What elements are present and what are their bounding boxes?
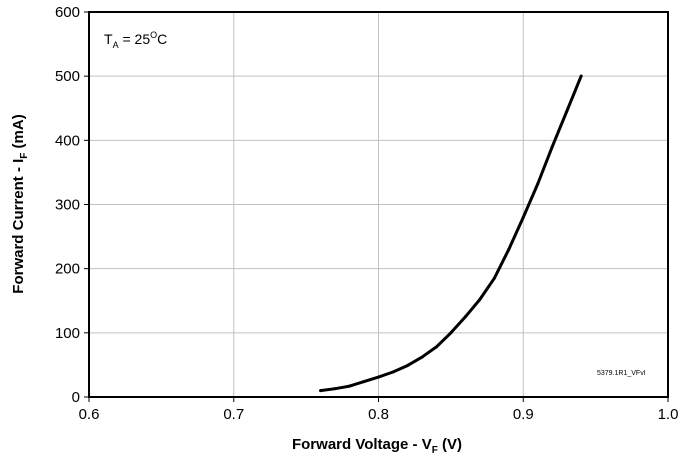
data-point [333,387,337,391]
x-tick-label: 0.8 [368,406,389,423]
data-point [492,276,496,280]
y-tick-label: 0 [72,389,80,406]
data-point [319,389,323,393]
x-tick-label: 0.6 [79,406,100,423]
temperature-annotation: TA = 25OC [104,30,167,50]
x-tick-label: 0.7 [223,406,244,423]
data-point [521,215,525,219]
data-point [348,384,352,388]
y-tick-label: 600 [55,4,80,21]
gridlines [89,12,668,397]
x-axis-ticks: 0.6 0.7 0.8 0.9 1.0 [79,397,679,423]
y-tick-label: 400 [55,132,80,149]
figure-code: 5379.1R1_VFvI [597,370,646,377]
y-tick-label: 500 [55,68,80,85]
data-point [405,364,409,368]
data-point [536,182,540,186]
series-points [319,74,583,393]
data-point [362,380,366,384]
x-tick-label: 0.9 [513,406,534,423]
data-point [391,370,395,374]
data-point [550,145,554,149]
data-point [507,247,511,251]
data-point [565,109,569,113]
series-line [319,74,583,393]
y-tick-label: 200 [55,261,80,278]
data-point [434,345,438,349]
x-axis-title: Forward Voltage - VF (V) [292,436,462,456]
y-axis-title: Forward Current - IF (mA) [10,114,30,293]
data-point [478,297,482,301]
data-point [420,355,424,359]
data-point [579,74,583,78]
data-point [377,375,380,379]
x-tick-label: 1.0 [658,406,679,423]
data-point [449,331,453,335]
y-tick-label: 300 [55,197,80,214]
y-tick-label: 100 [55,325,80,342]
data-point [463,315,467,319]
y-axis-ticks: 0 100 200 300 400 500 600 [55,4,89,406]
